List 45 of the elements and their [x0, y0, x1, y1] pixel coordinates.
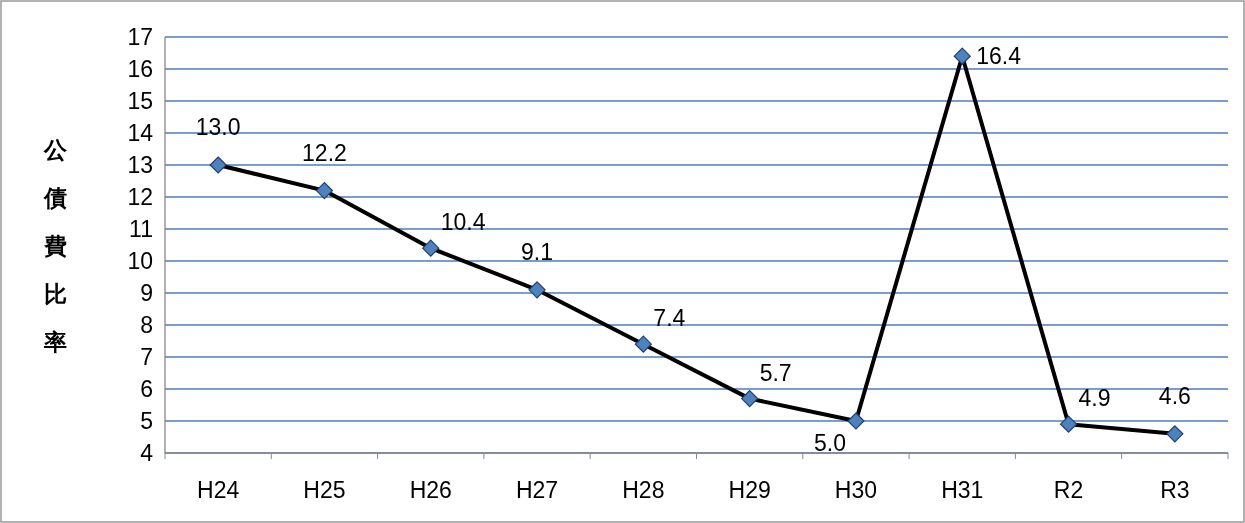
data-label: 5.7: [759, 359, 792, 386]
point: [741, 390, 759, 408]
y-tick-label: 12: [127, 184, 153, 210]
y-tick-label: 17: [127, 24, 153, 50]
y-tick-label: 4: [140, 440, 154, 466]
data-label: 12.2: [302, 139, 347, 166]
point: [209, 156, 227, 174]
y-tick-label: 11: [129, 216, 153, 242]
point: [528, 281, 546, 299]
x-tick-label: H29: [728, 477, 771, 503]
data-label: 9.1: [521, 238, 554, 265]
x-tick-label: H24: [197, 477, 240, 503]
y-tick-label: 5: [140, 408, 153, 434]
point: [634, 335, 652, 353]
data-label: 13.0: [195, 114, 241, 140]
point: [1059, 415, 1078, 433]
x-tick-label: H31: [941, 477, 984, 503]
point: [847, 412, 865, 430]
x-tick-label: H26: [409, 477, 452, 503]
y-tick-label: 8: [140, 312, 153, 338]
point: [315, 182, 334, 200]
y-axis-title: 公債費比率: [42, 137, 68, 355]
point: [422, 239, 440, 257]
y-tick-label: 9: [140, 280, 153, 306]
data-label: 4.9: [1078, 385, 1111, 412]
point: [953, 47, 971, 65]
y-tick-label: 15: [127, 88, 153, 114]
y-tick-label: 10: [127, 248, 153, 274]
y-tick-label: 6: [140, 376, 153, 402]
x-tick-label: H25: [303, 477, 346, 503]
data-label: 4.6: [1158, 382, 1191, 409]
y-tick-label: 14: [127, 120, 154, 146]
data-label: 5.0: [813, 430, 846, 456]
y-tick-label: 13: [127, 152, 153, 178]
x-tick-label: H27: [515, 477, 559, 503]
y-tick-label: 16: [127, 56, 153, 82]
x-tick-label: H30: [834, 477, 878, 503]
x-tick-label: R2: [1053, 477, 1084, 503]
x-tick-label: H28: [622, 477, 665, 503]
y-tick-label: 7: [140, 344, 153, 370]
data-label: 16.4: [976, 43, 1022, 70]
data-label: 7.4: [653, 305, 686, 332]
point: [1166, 425, 1184, 443]
data-label: 10.4: [440, 209, 486, 236]
x-tick-label: R3: [1160, 477, 1190, 503]
